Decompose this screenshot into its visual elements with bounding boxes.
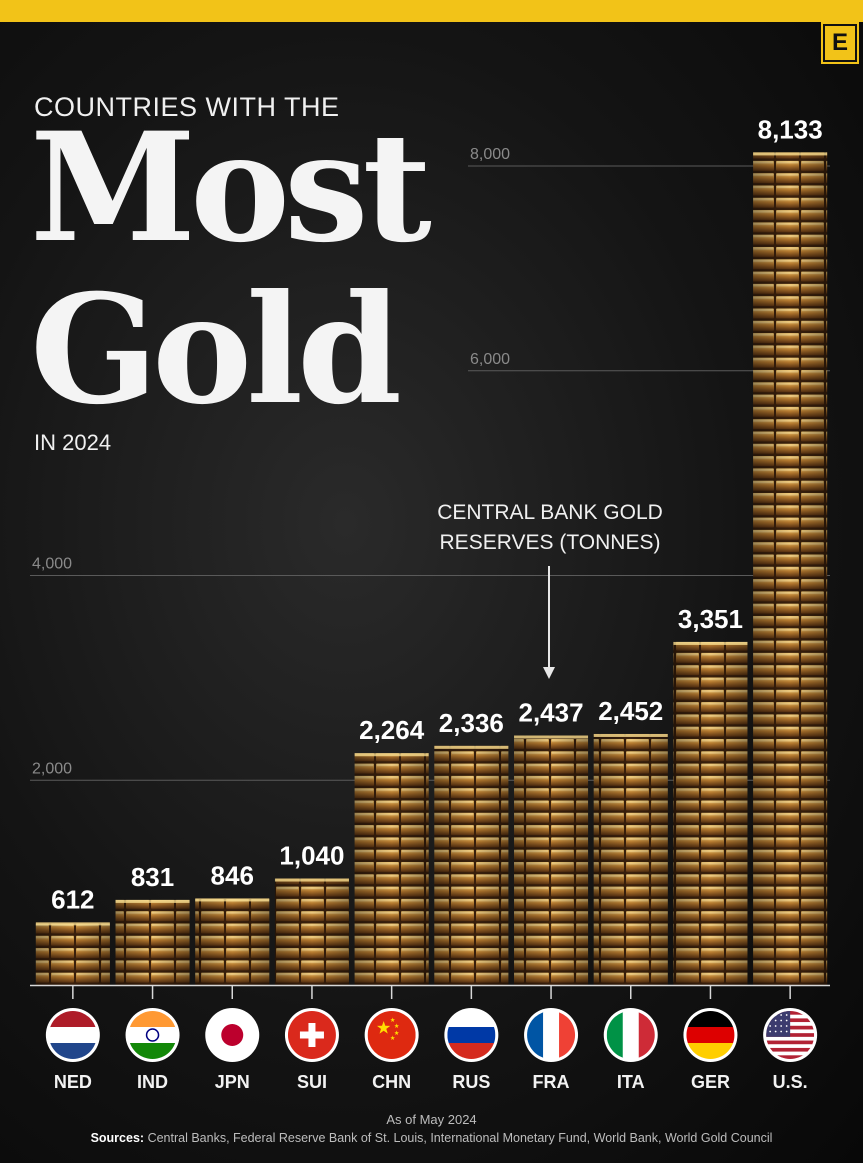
category-label: CHN	[372, 1072, 411, 1092]
bar-shading	[434, 745, 509, 985]
bar-shading	[274, 878, 349, 985]
pre-title: COUNTRIES WITH THE	[34, 92, 340, 122]
category-label: FRA	[533, 1072, 570, 1092]
bar-top-highlight	[115, 899, 190, 903]
as-of-date: As of May 2024	[386, 1112, 477, 1127]
japan-flag-icon	[205, 1008, 260, 1062]
category-label: SUI	[297, 1072, 327, 1092]
bar-top-highlight	[195, 898, 270, 902]
category-label: NED	[54, 1072, 92, 1092]
top-accent-bar	[0, 0, 863, 22]
bar-shading	[35, 922, 110, 985]
bar-top-highlight	[274, 878, 349, 882]
russia-flag-icon	[444, 1008, 499, 1062]
bar-rus	[434, 745, 509, 985]
france-flag-icon	[524, 1008, 579, 1062]
bar-top-highlight	[35, 922, 110, 926]
value-label: 831	[131, 862, 174, 892]
netherlands-flag-icon	[45, 1008, 100, 1062]
sources-text: Central Banks, Federal Reserve Bank of S…	[147, 1131, 773, 1145]
post-title: IN 2024	[34, 430, 112, 455]
usa-flag-icon	[763, 1008, 818, 1062]
bar-top-highlight	[593, 733, 668, 737]
value-label: 8,133	[758, 114, 823, 144]
bar-ita	[593, 733, 668, 985]
category-label: ITA	[617, 1072, 645, 1092]
annotation-line-1: CENTRAL BANK GOLD	[437, 501, 663, 524]
bar-top-highlight	[673, 641, 748, 645]
publisher-logo: E	[821, 22, 859, 64]
sources-label: Sources:	[90, 1131, 145, 1145]
india-flag-icon	[125, 1008, 180, 1062]
bar-ned	[35, 922, 110, 985]
bar-chn	[354, 753, 429, 985]
italy-flag-icon	[603, 1008, 658, 1062]
value-label: 1,040	[279, 841, 344, 871]
category-label: IND	[137, 1072, 168, 1092]
bar-fra	[514, 735, 589, 985]
bar-shading	[514, 735, 589, 985]
bar-shading	[593, 733, 668, 985]
china-flag-icon	[364, 1008, 419, 1062]
category-label: RUS	[452, 1072, 490, 1092]
y-tick-label: 2,000	[32, 760, 72, 777]
value-label: 846	[211, 860, 254, 890]
category-label: JPN	[215, 1072, 250, 1092]
bar-ger	[673, 641, 748, 985]
title-line-2: Gold	[30, 262, 402, 438]
gold-reserves-chart: 2,000 4,000 6,000 8,000 612 831 846 1,040 2,264…	[30, 114, 830, 1092]
bar-us	[753, 152, 828, 985]
bar-top-highlight	[514, 735, 589, 739]
bar-top-highlight	[434, 745, 509, 749]
value-label: 612	[51, 884, 94, 914]
value-label: 3,351	[678, 604, 743, 634]
title-line-1: Most	[30, 100, 432, 276]
bar-shading	[195, 898, 270, 985]
bar-shading	[354, 753, 429, 985]
switzerland-flag-icon	[284, 1008, 339, 1062]
value-label: 2,452	[598, 696, 663, 726]
bar-top-highlight	[354, 753, 429, 757]
bar-shading	[673, 641, 748, 985]
bar-jpn	[195, 898, 270, 985]
category-label: U.S.	[773, 1072, 808, 1092]
bar-sui	[274, 878, 349, 985]
bar-shading	[115, 899, 190, 985]
sources-line: Sources: Central Banks, Federal Reserve …	[0, 1131, 863, 1145]
bar-ind	[115, 899, 190, 985]
y-tick-label: 4,000	[32, 556, 72, 573]
value-label: 2,264	[359, 715, 425, 745]
bar-top-highlight	[753, 152, 828, 156]
y-tick-label: 8,000	[470, 146, 510, 163]
chart-annotation: CENTRAL BANK GOLD RESERVES (TONNES)	[400, 498, 700, 558]
y-tick-label: 6,000	[470, 351, 510, 368]
value-label: 2,437	[519, 698, 584, 728]
bar-shading	[753, 152, 828, 985]
germany-flag-icon	[683, 1008, 738, 1062]
value-label: 2,336	[439, 708, 504, 738]
annotation-line-2: RESERVES (TONNES)	[439, 531, 661, 554]
category-label: GER	[691, 1072, 730, 1092]
